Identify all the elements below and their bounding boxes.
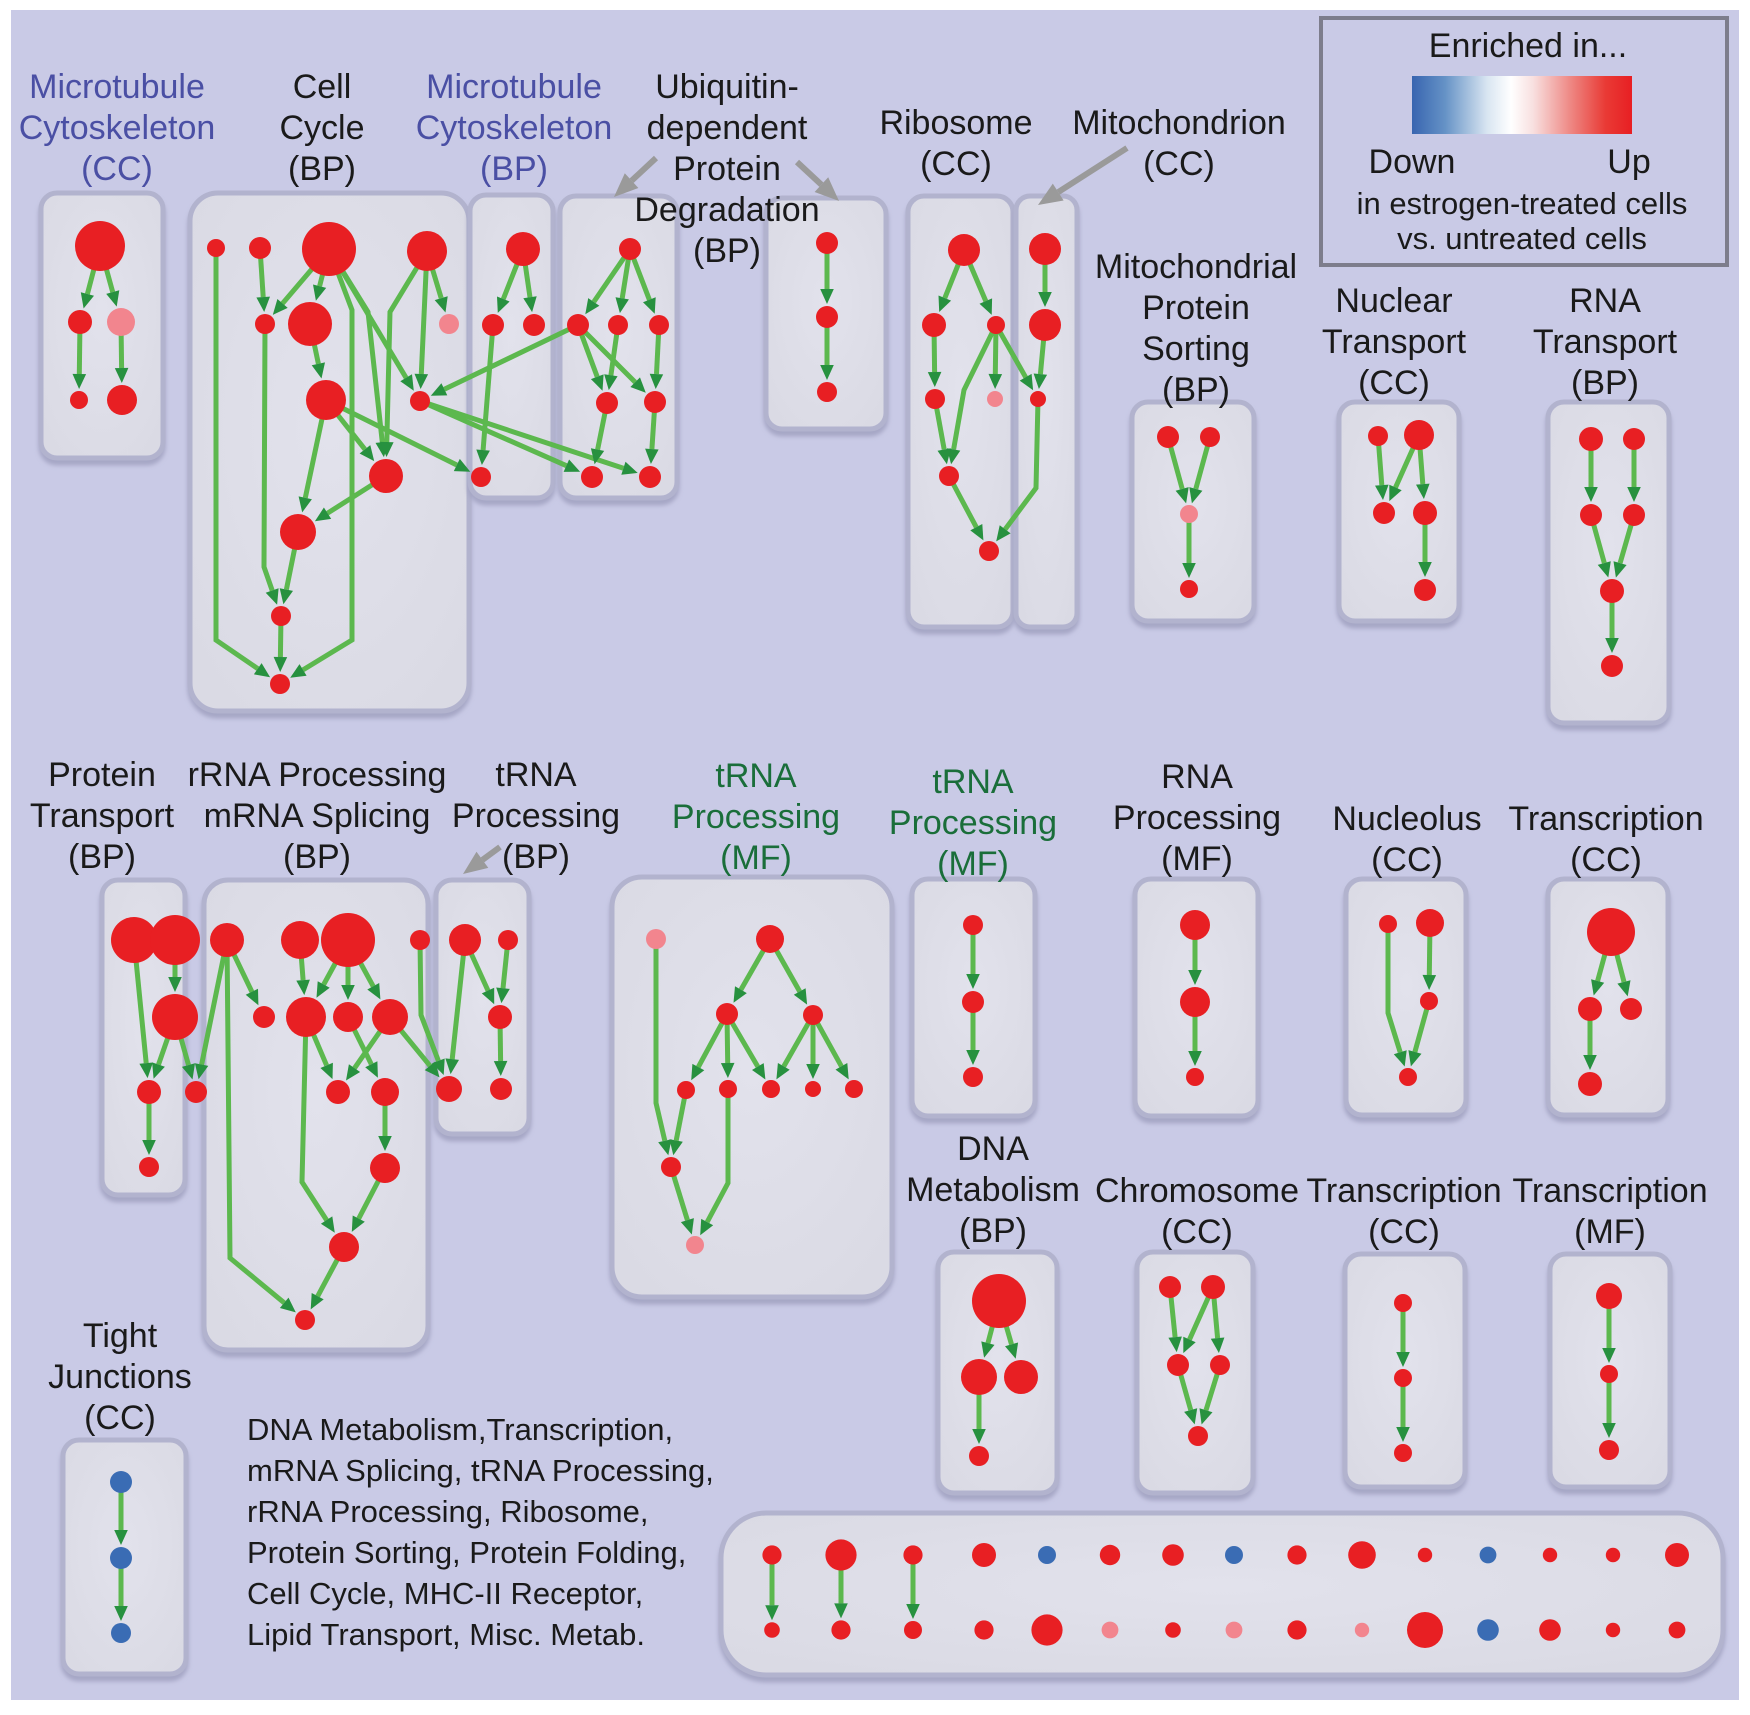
svg-text:rRNA Processing, Ribosome,: rRNA Processing, Ribosome, [247,1494,648,1529]
svg-text:Processing: Processing [672,798,840,836]
svg-text:(CC): (CC) [1161,1213,1233,1251]
svg-text:(CC): (CC) [81,150,153,188]
svg-text:Junctions: Junctions [48,1358,192,1396]
svg-text:dependent: dependent [647,109,808,147]
svg-text:Down: Down [1369,143,1456,181]
svg-text:Transcription: Transcription [1512,1172,1707,1210]
svg-text:(MF): (MF) [937,845,1009,883]
svg-text:tRNA: tRNA [932,763,1014,801]
svg-text:(BP): (BP) [480,150,548,188]
svg-text:in estrogen-treated cells: in estrogen-treated cells [1357,186,1688,221]
svg-text:Cytoskeleton: Cytoskeleton [416,109,613,147]
svg-text:Mitochondrion: Mitochondrion [1072,104,1286,142]
svg-text:(CC): (CC) [1371,841,1443,879]
svg-text:(CC): (CC) [1368,1213,1440,1251]
svg-text:Transport: Transport [1322,323,1467,361]
svg-text:(MF): (MF) [1574,1213,1646,1251]
svg-text:(CC): (CC) [1358,364,1430,402]
svg-text:Sorting: Sorting [1142,330,1250,368]
svg-text:Cycle: Cycle [279,109,364,147]
svg-text:Ubiquitin-: Ubiquitin- [655,68,799,106]
svg-text:Enriched in...: Enriched in... [1429,27,1627,65]
svg-text:(BP): (BP) [1571,364,1639,402]
svg-text:Protein: Protein [673,150,781,188]
svg-text:Transport: Transport [1533,323,1678,361]
svg-text:(MF): (MF) [720,839,792,877]
svg-text:Lipid Transport, Misc. Metab.: Lipid Transport, Misc. Metab. [247,1617,645,1652]
svg-text:(MF): (MF) [1161,840,1233,878]
svg-text:Ribosome: Ribosome [879,104,1032,142]
svg-text:Nucleolus: Nucleolus [1332,800,1481,838]
svg-text:Chromosome: Chromosome [1095,1172,1299,1210]
svg-text:Transcription: Transcription [1306,1172,1501,1210]
svg-text:Tight: Tight [83,1317,158,1355]
svg-text:Nuclear: Nuclear [1335,282,1452,320]
svg-text:(BP): (BP) [502,838,570,876]
svg-text:(BP): (BP) [1162,371,1230,409]
svg-text:(CC): (CC) [1143,145,1215,183]
svg-text:Up: Up [1607,143,1650,181]
svg-text:(BP): (BP) [283,838,351,876]
svg-text:(BP): (BP) [288,150,356,188]
svg-text:(CC): (CC) [1570,841,1642,879]
svg-text:Processing: Processing [889,804,1057,842]
svg-text:tRNA: tRNA [715,757,797,795]
svg-text:(BP): (BP) [959,1212,1027,1250]
svg-text:DNA: DNA [957,1130,1029,1168]
svg-text:RNA: RNA [1161,758,1233,796]
svg-text:Protein: Protein [48,756,156,794]
svg-text:rRNA Processing: rRNA Processing [188,756,447,794]
svg-text:(BP): (BP) [693,232,761,270]
svg-text:Mitochondrial: Mitochondrial [1095,248,1297,286]
svg-text:Degradation: Degradation [634,191,819,229]
svg-text:Processing: Processing [1113,799,1281,837]
svg-text:Transport: Transport [30,797,175,835]
svg-text:(CC): (CC) [920,145,992,183]
svg-text:(BP): (BP) [68,838,136,876]
svg-text:tRNA: tRNA [495,756,577,794]
svg-text:Metabolism: Metabolism [906,1171,1080,1209]
svg-text:Protein Sorting, Protein Foldi: Protein Sorting, Protein Folding, [247,1535,686,1570]
svg-text:Processing: Processing [452,797,620,835]
svg-text:vs. untreated cells: vs. untreated cells [1397,221,1647,256]
svg-text:mRNA Splicing, tRNA Processing: mRNA Splicing, tRNA Processing, [247,1453,714,1488]
svg-text:Cell: Cell [293,68,352,106]
svg-text:RNA: RNA [1569,282,1641,320]
svg-text:Microtubule: Microtubule [29,68,205,106]
svg-text:Cytoskeleton: Cytoskeleton [19,109,216,147]
svg-text:Microtubule: Microtubule [426,68,602,106]
svg-text:Transcription: Transcription [1508,800,1703,838]
svg-text:Protein: Protein [1142,289,1250,327]
svg-text:DNA Metabolism,Transcription,: DNA Metabolism,Transcription, [247,1412,673,1447]
svg-text:mRNA Splicing: mRNA Splicing [204,797,431,835]
svg-text:(CC): (CC) [84,1399,156,1437]
svg-text:Cell Cycle, MHC-II Receptor,: Cell Cycle, MHC-II Receptor, [247,1576,643,1611]
